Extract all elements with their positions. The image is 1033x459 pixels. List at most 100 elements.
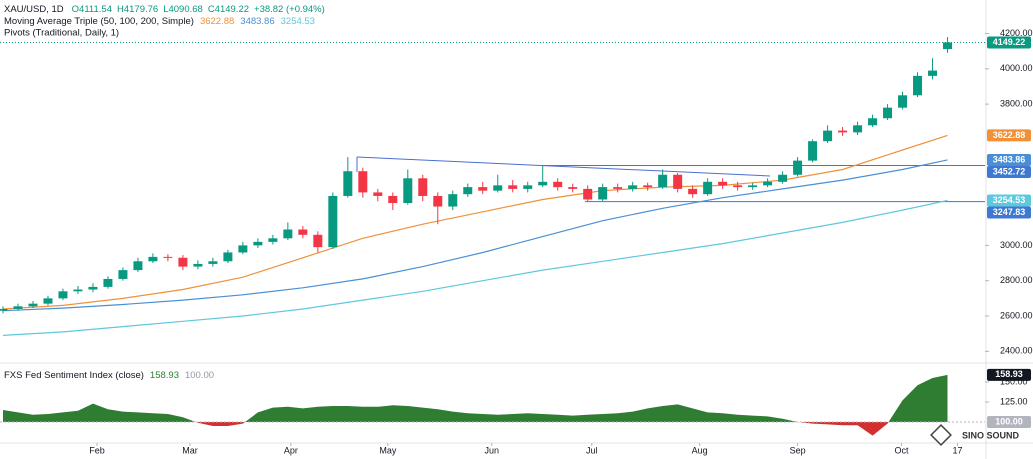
candle-body: [298, 229, 308, 235]
watermark: SINO SOUND: [962, 430, 1020, 440]
candle-body: [928, 70, 938, 76]
value-badge: [987, 368, 1031, 381]
y-tick-label: 3000.00: [1000, 240, 1033, 250]
candle-body: [853, 125, 863, 133]
candle-body: [538, 181, 548, 186]
indicator-title: FXS Fed Sentiment Index (close): [4, 370, 144, 381]
candle-body: [208, 261, 218, 264]
candle-body: [88, 286, 98, 290]
candle-body: [58, 291, 68, 299]
candle-body: [163, 256, 173, 258]
candle-body: [733, 185, 743, 188]
x-tick-label: Mar: [182, 445, 198, 455]
candle-body: [718, 181, 728, 186]
candle-body: [358, 171, 368, 193]
candle-body: [463, 187, 473, 195]
candle-body: [628, 185, 638, 189]
price-badge: [987, 129, 1031, 142]
quote-close: C4149.22: [208, 4, 249, 15]
baseline-badge: [987, 416, 1031, 428]
candle-body: [883, 107, 893, 119]
candle-body: [598, 187, 608, 200]
header-quote: XAU/USD, 1D O4111.54 H4179.76 L4090.68 C4149…: [4, 4, 325, 15]
candle-body: [793, 160, 803, 175]
price-badge-label: 3452.72: [993, 166, 1026, 176]
y-tick-label: 2800.00: [1000, 275, 1033, 285]
candle-body: [553, 181, 563, 188]
x-tick-label: Aug: [692, 445, 708, 455]
moving-average-line: [2, 134, 948, 310]
x-tick-label: Oct: [894, 445, 909, 455]
candle-body: [613, 187, 623, 189]
price-badge-label: 4149.22: [993, 37, 1026, 47]
candle-body: [328, 195, 338, 248]
overlay-value: 3483.86: [240, 16, 274, 27]
price-badge-label: 3483.86: [993, 154, 1026, 164]
candle-body: [388, 195, 398, 204]
trend-line: [356, 156, 771, 177]
candle-body: [73, 289, 83, 292]
overlay-title: Moving Average Triple (50, 100, 200, Sim…: [4, 16, 194, 27]
indicator-legend: FXS Fed Sentiment Index (close) 158.93 100…: [4, 370, 214, 381]
price-badge-label: 3254.53: [993, 195, 1026, 205]
candle-body: [523, 185, 533, 189]
pivots-legend: Pivots (Traditional, Daily, 1): [4, 28, 119, 39]
x-tick-label: Feb: [89, 445, 105, 455]
x-tick-label: Jul: [586, 445, 598, 455]
candle-body: [823, 130, 833, 142]
sentiment-area: [2, 374, 948, 422]
candle-body: [478, 187, 488, 191]
price-badge-label: 3247.83: [993, 207, 1026, 217]
candle-body: [238, 245, 248, 253]
value-badge-label: 158.93: [995, 369, 1023, 379]
indicator-value: 158.93: [150, 370, 179, 381]
candle-body: [148, 256, 158, 262]
candle-body: [343, 171, 353, 196]
candle-body: [223, 252, 233, 262]
overlay-legend: Moving Average Triple (50, 100, 200, Sim…: [4, 16, 315, 27]
y-tick-label: 2600.00: [1000, 310, 1033, 320]
candle-body: [898, 95, 908, 108]
candle-body: [838, 130, 848, 133]
logo-icon: [930, 424, 952, 446]
candle-body: [268, 238, 278, 242]
moving-average-line: [2, 159, 948, 312]
price-badge: [987, 36, 1031, 49]
candle-body: [283, 229, 293, 239]
candle-body: [433, 195, 443, 207]
baseline-badge-label: 100.00: [995, 416, 1023, 426]
candle-body: [643, 185, 653, 188]
moving-average-line: [2, 199, 948, 336]
candle-body: [673, 174, 683, 189]
x-tick-label: Jun: [484, 445, 499, 455]
candle-body: [43, 298, 53, 304]
indicator-baseline-value: 100.00: [185, 370, 214, 381]
candle-body: [28, 303, 38, 307]
candle-body: [418, 178, 428, 196]
quote-high: H4179.76: [117, 4, 158, 15]
candle-body: [178, 257, 188, 267]
y-tick-label: 2400.00: [1000, 346, 1033, 356]
candle-body: [193, 263, 203, 267]
candle-body: [748, 185, 758, 188]
candle-body: [373, 192, 383, 196]
candle-body: [763, 181, 773, 186]
candle-body: [568, 187, 578, 189]
candle-body: [913, 75, 923, 96]
candle-body: [508, 185, 518, 189]
price-badge: [987, 194, 1031, 207]
x-tick-label: 17: [953, 445, 963, 455]
y-tick-label: 150.00: [1000, 376, 1028, 386]
quote-low: L4090.68: [163, 4, 203, 15]
y-tick-label: 125.00: [1000, 396, 1028, 406]
candle-body: [118, 270, 128, 279]
price-badge: [987, 165, 1031, 178]
candle-body: [493, 185, 503, 191]
y-tick-label: 4000.00: [1000, 63, 1033, 73]
candle-body: [313, 234, 323, 248]
x-tick-label: Sep: [790, 445, 806, 455]
symbol: XAU/USD, 1D: [4, 4, 64, 15]
candle-body: [688, 188, 698, 195]
